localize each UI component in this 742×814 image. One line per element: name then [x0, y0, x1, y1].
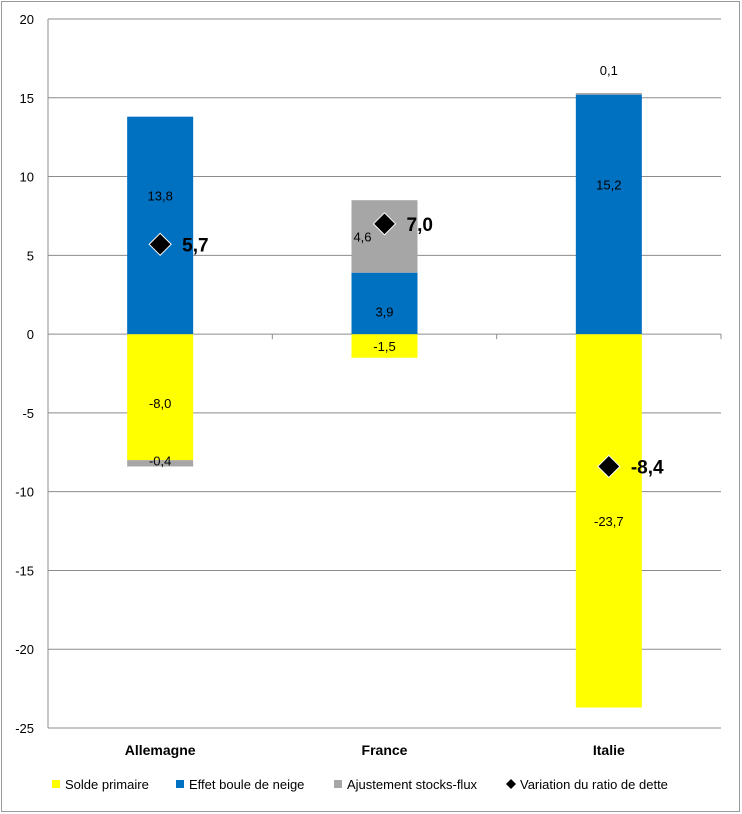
bars	[127, 93, 642, 708]
markers: 5,7 7,0 -8,4	[148, 212, 664, 479]
y-tick-label: 0	[27, 327, 34, 342]
data-label: 13,8	[148, 188, 173, 203]
category-label: France	[362, 742, 408, 758]
y-tick-label: -5	[22, 406, 34, 421]
legend-label: Ajustement stocks-flux	[347, 777, 478, 792]
marker-label: 7,0	[407, 215, 433, 236]
data-label: 15,2	[596, 177, 621, 192]
y-tick-label: -10	[15, 485, 34, 500]
variation-marker	[148, 232, 172, 257]
variation-marker	[597, 454, 621, 479]
bar-segment	[127, 460, 194, 467]
bar-segment	[575, 94, 642, 335]
legend-label: Variation du ratio de dette	[520, 777, 668, 792]
marker-label: 5,7	[182, 235, 208, 256]
bar-segment	[351, 334, 418, 358]
y-axis-ticks: 20 15 10 5 0 -5 -10 -15 -20 -25	[15, 12, 34, 736]
category-label: Allemagne	[125, 742, 196, 758]
data-label: -23,7	[594, 514, 624, 529]
legend-swatch	[176, 780, 184, 788]
y-tick-label: -20	[15, 642, 34, 657]
category-label: Italie	[593, 742, 625, 758]
y-tick-label: 5	[27, 248, 34, 263]
data-label: 3,9	[375, 304, 393, 319]
bar-segment	[127, 334, 194, 461]
y-tick-label: -15	[15, 563, 34, 578]
data-label: 4,6	[353, 229, 371, 244]
legend-label: Effet boule de neige	[189, 777, 304, 792]
data-label: 0,1	[600, 63, 618, 78]
data-labels: -8,0 -1,5 -23,7 13,8 3,9 15,2 -0,4 4,6 0,1	[148, 63, 624, 529]
bar-segment	[575, 93, 642, 95]
marker-label: -8,4	[631, 457, 664, 478]
variation-marker	[372, 212, 397, 236]
y-tick-label: 10	[20, 170, 34, 185]
y-tick-label: 20	[20, 12, 34, 27]
legend-diamond-icon	[506, 779, 516, 789]
y-tick-label: 15	[20, 91, 34, 106]
legend: Solde primaire Effet boule de neige Ajuste…	[52, 777, 668, 792]
bar-segment	[127, 116, 194, 335]
category-labels: Allemagne France Italie	[125, 742, 625, 758]
y-tick-label: -25	[15, 721, 34, 736]
legend-swatch	[52, 780, 60, 788]
data-label: -8,0	[149, 396, 171, 411]
data-label: -1,5	[373, 339, 395, 354]
data-label: -0,4	[149, 453, 171, 468]
bar-segment	[351, 272, 418, 335]
legend-label: Solde primaire	[65, 777, 149, 792]
bar-segment	[575, 334, 642, 708]
legend-swatch	[334, 780, 342, 788]
